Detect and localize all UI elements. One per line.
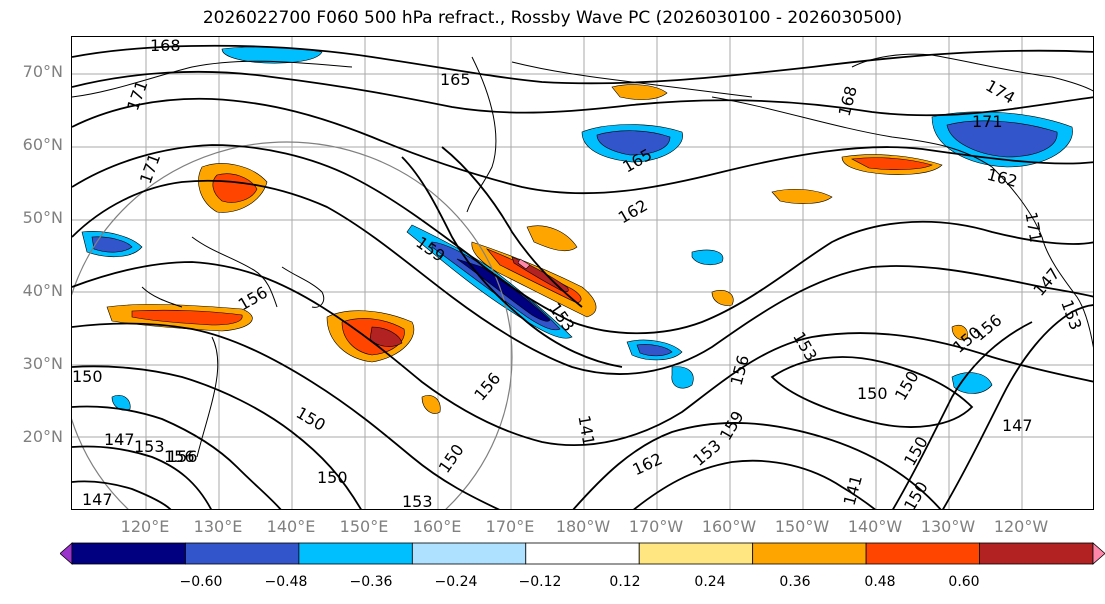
lat-label: 70°N — [22, 62, 63, 81]
lon-label: 120°E — [120, 517, 170, 536]
contour-label: 165 — [440, 70, 471, 89]
colorbar-extend-max — [1092, 542, 1105, 565]
lon-label: 180°W — [555, 517, 611, 536]
contour-label: 150 — [435, 441, 468, 477]
contour-labels: 168 165 171 171 168 174 171 165 162 162 … — [72, 37, 1086, 510]
colorbar-tick-label: −0.36 — [349, 574, 393, 590]
contour-label: 168 — [835, 84, 861, 118]
contour-label: 171 — [123, 78, 151, 113]
contour-label: 156 — [727, 353, 753, 387]
colorbar-tick-label: −0.60 — [179, 574, 223, 590]
contour-label: 147 — [82, 490, 113, 509]
contour-label: 150 — [317, 468, 348, 487]
contour-label: 150 — [900, 478, 932, 510]
contour-label: 150 — [900, 433, 932, 469]
contour-label: 147 — [104, 430, 135, 449]
lon-label: 170°W — [628, 517, 684, 536]
lon-label: 140°W — [847, 517, 903, 536]
contour-label: 150 — [857, 384, 888, 403]
lon-label: 120°W — [993, 517, 1049, 536]
map-canvas: 168 165 171 171 168 174 171 165 162 162 … — [72, 37, 1093, 510]
contour-label: 147 — [1029, 264, 1063, 300]
contour-label: 156 — [164, 447, 195, 466]
lon-label: 140°E — [266, 517, 316, 536]
lat-label: 40°N — [22, 281, 63, 300]
contour-label: 156 — [167, 447, 198, 466]
colorbar-tick-label: −0.24 — [434, 574, 478, 590]
refract-shading — [81, 46, 1073, 414]
lat-label: 50°N — [22, 208, 63, 227]
contour-label: 150 — [72, 367, 103, 386]
lon-label: 150°W — [774, 517, 830, 536]
contour-label: 159 — [716, 408, 748, 444]
colorbar-cell — [71, 542, 186, 565]
contour-label: 141 — [574, 414, 598, 447]
lon-label: 170°E — [485, 517, 535, 536]
lat-label: 30°N — [22, 354, 63, 373]
map-title: 2026022700 F060 500 hPa refract., Rossby… — [202, 8, 903, 28]
contour-label: 168 — [150, 37, 181, 55]
lon-label: 160°E — [412, 517, 462, 536]
colorbar-cell — [979, 542, 1094, 565]
colorbar-extend-min — [60, 542, 73, 565]
contour-label: 171 — [972, 112, 1003, 131]
contour-label: 153 — [1057, 297, 1085, 332]
contour-label: 150 — [293, 403, 329, 435]
colorbar — [60, 542, 1105, 565]
contour-label: 153 — [402, 492, 433, 510]
colorbar-tick-label: −0.48 — [264, 574, 308, 590]
colorbar-tick-label: 0.24 — [694, 574, 726, 590]
colorbar-tick-label: 0.12 — [609, 574, 641, 590]
contour-label: 141 — [840, 473, 866, 507]
lon-label: 130°W — [920, 517, 976, 536]
colorbar-tick-label: 0.48 — [864, 574, 896, 590]
contour-label: 147 — [1002, 416, 1033, 435]
colorbar-tick-label: 0.36 — [779, 574, 811, 590]
colorbar-cell — [525, 542, 640, 565]
map-panel: 168 165 171 171 168 174 171 165 162 162 … — [71, 36, 1094, 510]
colorbar-cell — [638, 542, 754, 565]
colorbar-cell — [752, 542, 867, 565]
colorbar-cell — [298, 542, 413, 565]
contour-label: 153 — [134, 437, 165, 456]
colorbar-cell — [185, 542, 300, 565]
colorbar-cell — [865, 542, 980, 565]
contour-label: 162 — [630, 449, 666, 479]
contour-label: 162 — [615, 196, 651, 228]
contour-label: 162 — [985, 165, 1019, 191]
coastlines — [72, 53, 1093, 458]
height-contours — [72, 44, 1093, 509]
lat-label: 60°N — [22, 135, 63, 154]
region-ellipse — [72, 141, 513, 509]
colorbar-tick-label: 0.60 — [948, 574, 980, 590]
lon-label: 130°E — [193, 517, 243, 536]
lat-label: 20°N — [22, 427, 63, 446]
contour-label: 174 — [982, 76, 1018, 108]
lon-label: 150°E — [339, 517, 389, 536]
lon-label: 160°W — [701, 517, 757, 536]
gridlines — [72, 37, 1093, 509]
contour-label: 156 — [470, 369, 504, 405]
colorbar-tick-label: −0.12 — [518, 574, 562, 590]
colorbar-cell — [411, 542, 527, 565]
